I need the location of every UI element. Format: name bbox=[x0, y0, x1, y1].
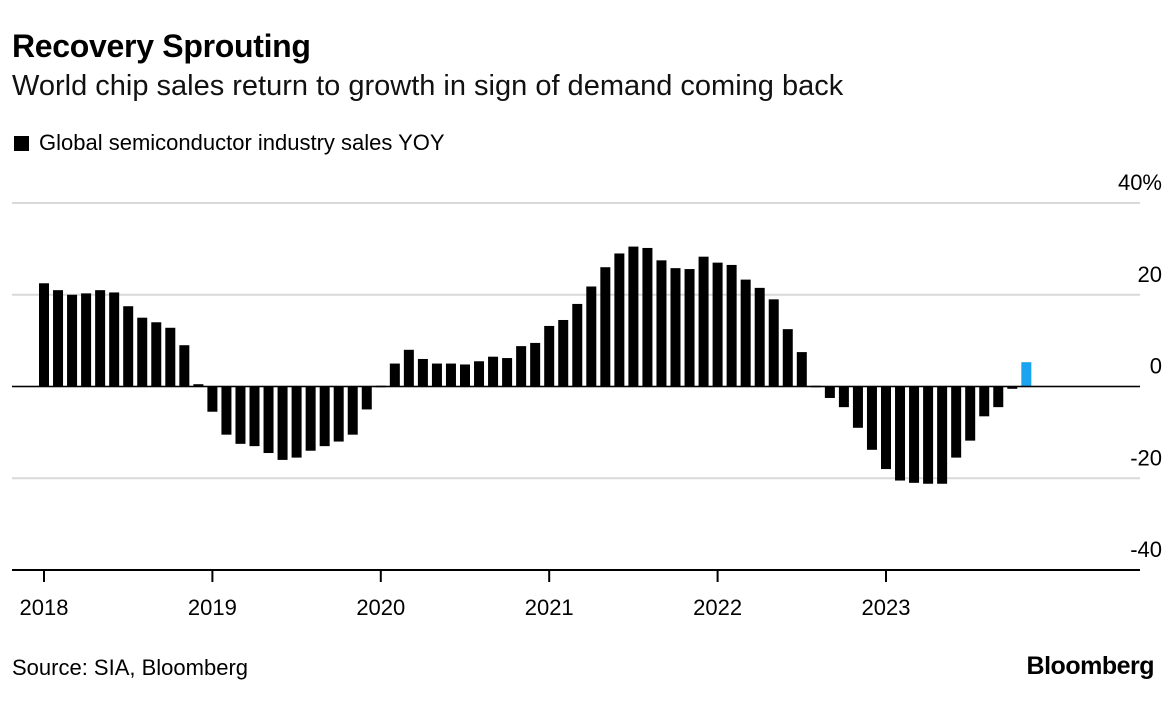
bar bbox=[361, 386, 372, 410]
bar bbox=[923, 386, 934, 484]
bar bbox=[347, 386, 358, 435]
bar bbox=[460, 364, 470, 387]
bar bbox=[782, 329, 793, 387]
bar bbox=[993, 386, 1004, 408]
bar bbox=[431, 363, 442, 387]
x-tick-label: 2018 bbox=[20, 595, 69, 620]
bar bbox=[95, 290, 106, 387]
bar bbox=[235, 386, 246, 444]
bar bbox=[474, 361, 485, 387]
bar bbox=[151, 322, 162, 387]
legend-label: Global semiconductor industry sales YOY bbox=[39, 130, 445, 155]
bar bbox=[109, 292, 120, 387]
source-note: Source: SIA, Bloomberg bbox=[12, 655, 249, 680]
y-tick-label: -20 bbox=[1130, 445, 1162, 470]
brand-logo: Bloomberg bbox=[1026, 652, 1155, 680]
y-tick-label: 40% bbox=[1118, 170, 1162, 195]
bar bbox=[137, 317, 148, 387]
x-tick-label: 2021 bbox=[525, 595, 574, 620]
bar bbox=[67, 294, 78, 387]
bar bbox=[712, 262, 723, 387]
bar bbox=[796, 352, 807, 387]
bar bbox=[277, 386, 288, 460]
bar bbox=[291, 386, 302, 458]
bar bbox=[909, 386, 920, 483]
bar bbox=[881, 386, 891, 470]
bar bbox=[726, 264, 737, 387]
bar-highlight bbox=[1021, 362, 1032, 387]
bar bbox=[502, 358, 513, 387]
bar bbox=[866, 386, 877, 450]
bar bbox=[852, 386, 863, 428]
bar bbox=[39, 283, 49, 387]
bar bbox=[165, 327, 176, 387]
x-tick-label: 2020 bbox=[356, 595, 405, 620]
bar bbox=[333, 386, 344, 442]
bar bbox=[628, 246, 639, 387]
bar bbox=[614, 253, 625, 387]
bar bbox=[698, 256, 709, 387]
bar bbox=[179, 345, 190, 387]
bar bbox=[81, 293, 92, 387]
bar bbox=[319, 386, 330, 447]
bar bbox=[740, 279, 751, 387]
bar bbox=[937, 386, 948, 484]
bar bbox=[838, 386, 849, 408]
bar bbox=[544, 325, 555, 387]
bar bbox=[389, 363, 400, 387]
bar bbox=[488, 356, 499, 387]
bar bbox=[965, 386, 976, 441]
bar bbox=[572, 303, 583, 387]
bar bbox=[754, 287, 765, 387]
chart-legend: Global semiconductor industry sales YOY bbox=[14, 130, 445, 156]
chart-title: Recovery Sprouting bbox=[12, 28, 311, 64]
bar bbox=[824, 386, 835, 398]
legend-swatch bbox=[14, 135, 29, 151]
bar bbox=[586, 286, 597, 387]
bar bbox=[123, 306, 134, 387]
bar bbox=[403, 349, 414, 387]
bar bbox=[263, 386, 274, 454]
y-tick-label: -40 bbox=[1130, 537, 1162, 562]
bar bbox=[207, 386, 218, 412]
x-tick-label: 2022 bbox=[693, 595, 742, 620]
bar bbox=[445, 363, 456, 387]
bar bbox=[600, 267, 611, 387]
bar bbox=[768, 299, 779, 387]
bar bbox=[895, 386, 906, 481]
chart-subtitle: World chip sales return to growth in sig… bbox=[12, 70, 844, 102]
bar bbox=[193, 384, 204, 387]
bar bbox=[951, 386, 962, 458]
bar bbox=[558, 319, 569, 387]
bar bbox=[684, 269, 695, 387]
bar bbox=[979, 386, 990, 417]
x-tick-label: 2019 bbox=[188, 595, 237, 620]
y-tick-label: 20 bbox=[1138, 262, 1162, 287]
x-tick-label: 2023 bbox=[862, 595, 911, 620]
bar bbox=[516, 346, 527, 387]
bar bbox=[1007, 386, 1018, 389]
bar bbox=[305, 386, 316, 451]
bar bbox=[53, 290, 64, 387]
bar bbox=[221, 386, 232, 435]
bar bbox=[417, 358, 428, 387]
bar bbox=[530, 342, 541, 387]
y-tick-label: 0 bbox=[1150, 354, 1162, 379]
bar bbox=[670, 268, 681, 387]
bar bbox=[642, 247, 653, 387]
bar bbox=[249, 386, 260, 447]
bar bbox=[656, 260, 667, 387]
